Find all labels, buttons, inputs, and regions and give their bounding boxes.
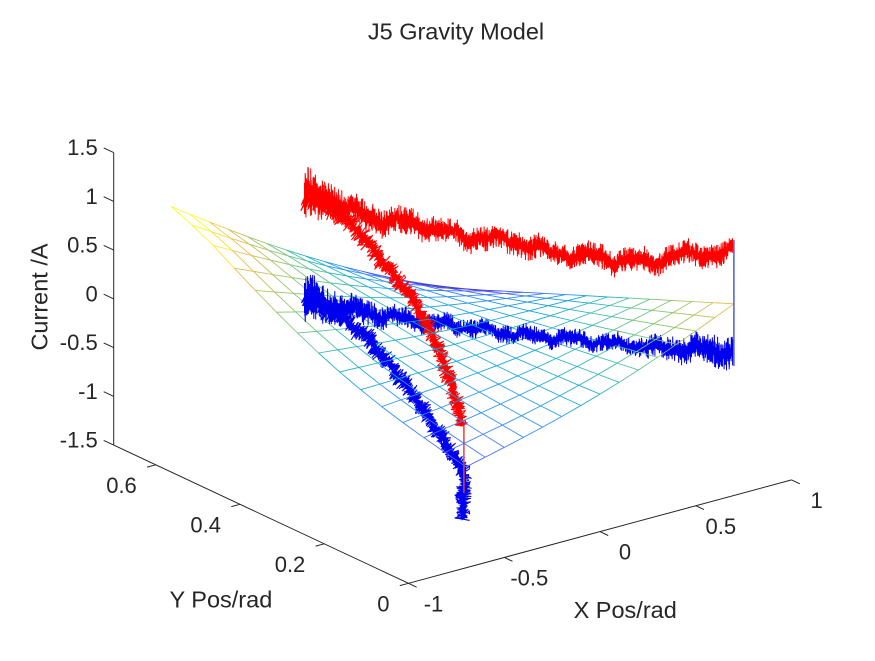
svg-text:0.5: 0.5 [67,233,98,258]
svg-text:1: 1 [85,184,97,209]
svg-text:-1: -1 [78,379,98,404]
svg-text:0: 0 [85,281,97,306]
svg-text:-1: -1 [424,591,444,616]
svg-text:0: 0 [619,540,631,565]
svg-text:Current /A: Current /A [27,243,53,350]
svg-text:0.5: 0.5 [706,514,737,539]
svg-text:Y Pos/rad: Y Pos/rad [170,587,273,613]
svg-text:-0.5: -0.5 [510,565,548,590]
svg-text:0: 0 [377,591,389,616]
svg-text:0.2: 0.2 [275,552,306,577]
svg-text:X Pos/rad: X Pos/rad [574,597,677,623]
svg-text:0.4: 0.4 [190,512,221,537]
svg-text:1.5: 1.5 [67,135,98,160]
svg-text:-0.5: -0.5 [60,330,98,355]
svg-text:-1.5: -1.5 [60,428,98,453]
svg-text:1: 1 [810,488,822,513]
svg-text:0.6: 0.6 [106,473,137,498]
svg-text:J5 Gravity Model: J5 Gravity Model [368,19,544,45]
